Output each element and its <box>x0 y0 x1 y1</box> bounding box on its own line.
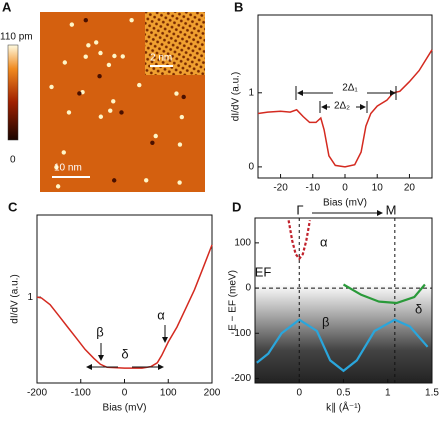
x-tick-label: 200 <box>204 388 221 399</box>
y-tick-label: 0 <box>245 283 251 294</box>
adatom <box>144 178 149 183</box>
panel-label: D <box>232 199 241 214</box>
panel-label: B <box>234 0 243 14</box>
panel-label: A <box>2 0 12 14</box>
adatom <box>150 140 155 146</box>
adatom <box>94 40 99 45</box>
annotation: Γ <box>296 202 303 217</box>
annotation: EF <box>255 264 272 279</box>
series-label: α <box>320 234 328 249</box>
x-tick-label: 10 <box>372 183 384 194</box>
colorbar <box>7 44 19 141</box>
adatom <box>106 62 112 68</box>
x-tick-label: -100 <box>71 388 91 399</box>
data-line <box>342 283 426 305</box>
panel-label: C <box>8 199 18 214</box>
plot-frame <box>257 14 433 179</box>
adatom <box>69 22 75 27</box>
y-tick-label: 1 <box>27 292 33 303</box>
inset-image <box>145 12 205 75</box>
annotation: 2Δ₂ <box>334 101 350 112</box>
x-tick-label: 0.5 <box>337 388 351 399</box>
adatom <box>179 114 185 120</box>
y-tick-label: 1 <box>248 87 254 98</box>
y-tick-label: -200 <box>231 373 251 384</box>
x-tick-label: 100 <box>160 388 177 399</box>
data-line <box>36 244 213 369</box>
scale-label: 2 nm <box>150 53 172 64</box>
adatom <box>153 133 158 139</box>
data-line <box>256 318 429 373</box>
annotation: 2Δ₁ <box>342 83 358 94</box>
adatom <box>55 184 61 189</box>
y-tick-label: 100 <box>234 238 251 249</box>
x-axis-label: Bias (mV) <box>323 198 367 209</box>
annotation: β <box>96 324 103 339</box>
x-tick-label: 0 <box>296 388 302 399</box>
adatom <box>120 54 125 59</box>
x-axis-label: k∥ (Å⁻¹) <box>326 401 361 414</box>
y-axis-label: dI/dV (a.u.) <box>231 72 242 121</box>
annotation: δ <box>121 346 128 361</box>
x-tick-label: -200 <box>27 388 47 399</box>
y-tick-label: -100 <box>231 328 251 339</box>
adatom <box>98 50 103 56</box>
y-axis-label: dI/dV (a.u.) <box>10 274 21 323</box>
adatom <box>83 54 88 59</box>
adatom <box>137 82 142 88</box>
series-label: δ <box>415 301 422 316</box>
x-tick-label: 20 <box>404 183 416 194</box>
y-axis-label: E − EF (meV) <box>228 270 239 331</box>
adatom <box>97 74 102 79</box>
x-tick-label: 1.5 <box>425 388 439 399</box>
adatom <box>77 91 82 96</box>
adatom <box>111 178 117 183</box>
data-line <box>287 220 311 261</box>
scale-label: 10 nm <box>54 163 82 174</box>
y-tick-label: 0 <box>248 162 254 173</box>
adatom <box>98 114 104 119</box>
colorbar-label: 110 pm <box>0 32 33 43</box>
adatom <box>62 60 68 65</box>
x-tick-label: -20 <box>273 183 288 194</box>
x-tick-label: 1 <box>385 388 391 399</box>
annotation: M <box>386 202 397 217</box>
adatom <box>174 91 179 96</box>
adatom <box>177 180 182 185</box>
x-tick-label: 0 <box>122 388 128 399</box>
adatom <box>112 53 117 59</box>
adatom <box>61 150 66 155</box>
x-tick-label: 0 <box>342 183 348 194</box>
adatom <box>49 84 54 90</box>
x-tick-label: -10 <box>306 183 321 194</box>
adatom <box>108 108 113 113</box>
colorbar-label: 0 <box>10 155 16 166</box>
x-axis-label: Bias (mV) <box>103 403 147 414</box>
series-label: β <box>322 314 329 329</box>
adatom <box>66 110 72 115</box>
adatom <box>54 164 59 170</box>
adatom <box>83 17 88 23</box>
adatom <box>129 17 134 23</box>
adatom <box>177 142 183 147</box>
adatom <box>86 43 91 48</box>
adatom <box>181 94 186 100</box>
adatom <box>119 110 124 115</box>
annotation: α <box>157 307 165 322</box>
panel-a <box>7 12 205 192</box>
adatom <box>111 99 116 104</box>
